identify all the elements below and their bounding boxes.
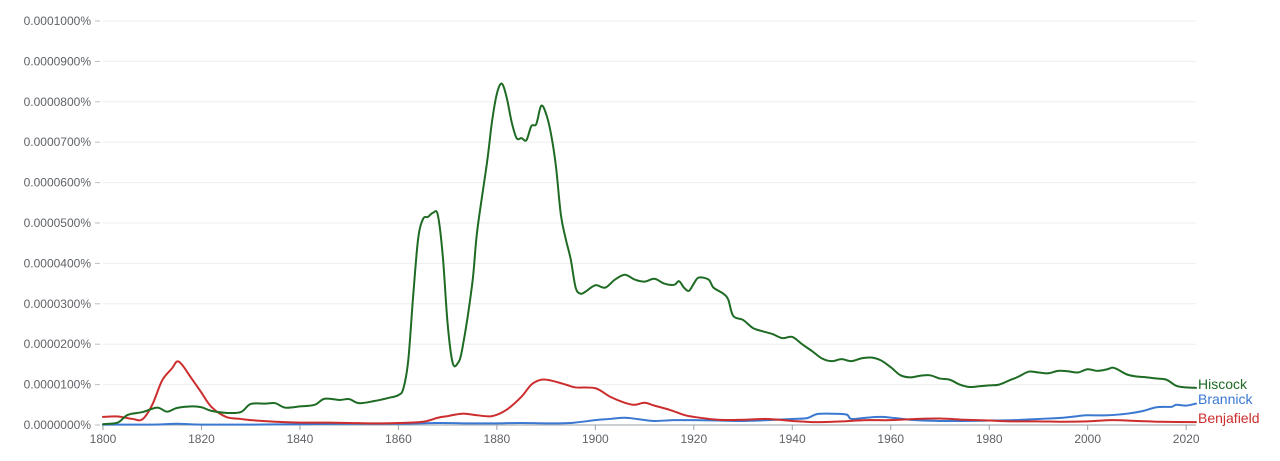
legend-label-brannick[interactable]: Brannick: [1198, 391, 1253, 407]
y-tick-label: 0.0000400%: [24, 256, 92, 270]
y-tick-label: 0.0000700%: [24, 135, 92, 149]
x-tick-label: 1840: [287, 432, 314, 446]
x-tick-label: 1880: [484, 432, 511, 446]
x-tick-label: 1900: [582, 432, 609, 446]
x-axis: 1800 1820 1840 1860 1880 1900 1920 1940 1960 1980…: [90, 425, 1200, 446]
series-line-brannick[interactable]: [102, 402, 1197, 426]
series-line-hiscock[interactable]: [102, 82, 1197, 426]
y-tick-label: 0.0000100%: [24, 378, 92, 392]
y-tick-label: 0.0000800%: [24, 95, 92, 109]
x-tick-label: 2000: [1074, 432, 1101, 446]
y-tick-label: 0.0000600%: [24, 176, 92, 190]
y-tick-label: 0.0000000%: [24, 418, 92, 432]
x-tick-label: 1800: [90, 432, 117, 446]
x-tick-label: 1860: [385, 432, 412, 446]
legend-label-benjafield[interactable]: Benjafield: [1198, 410, 1260, 426]
x-tick-label: 1920: [680, 432, 707, 446]
x-tick-label: 1960: [877, 432, 904, 446]
y-tick-label: 0.0000200%: [24, 337, 92, 351]
series-line-benjafield[interactable]: [102, 360, 1197, 425]
x-tick-label: 1940: [779, 432, 806, 446]
grid-lines: [103, 20, 1196, 426]
y-tick-label: 0.0000900%: [24, 54, 92, 68]
legend-label-hiscock[interactable]: Hiscock: [1198, 376, 1248, 392]
y-tick-label: 0.0001000%: [24, 14, 92, 28]
y-axis: 0.0000000% 0.0000100% 0.0000200% 0.0000300%…: [24, 14, 100, 432]
series-lines: [102, 82, 1197, 426]
y-tick-label: 0.0000500%: [24, 216, 92, 230]
x-tick-label: 1980: [976, 432, 1003, 446]
y-tick-label: 0.0000300%: [24, 297, 92, 311]
x-tick-label: 2020: [1173, 432, 1200, 446]
x-tick-label: 1820: [188, 432, 215, 446]
